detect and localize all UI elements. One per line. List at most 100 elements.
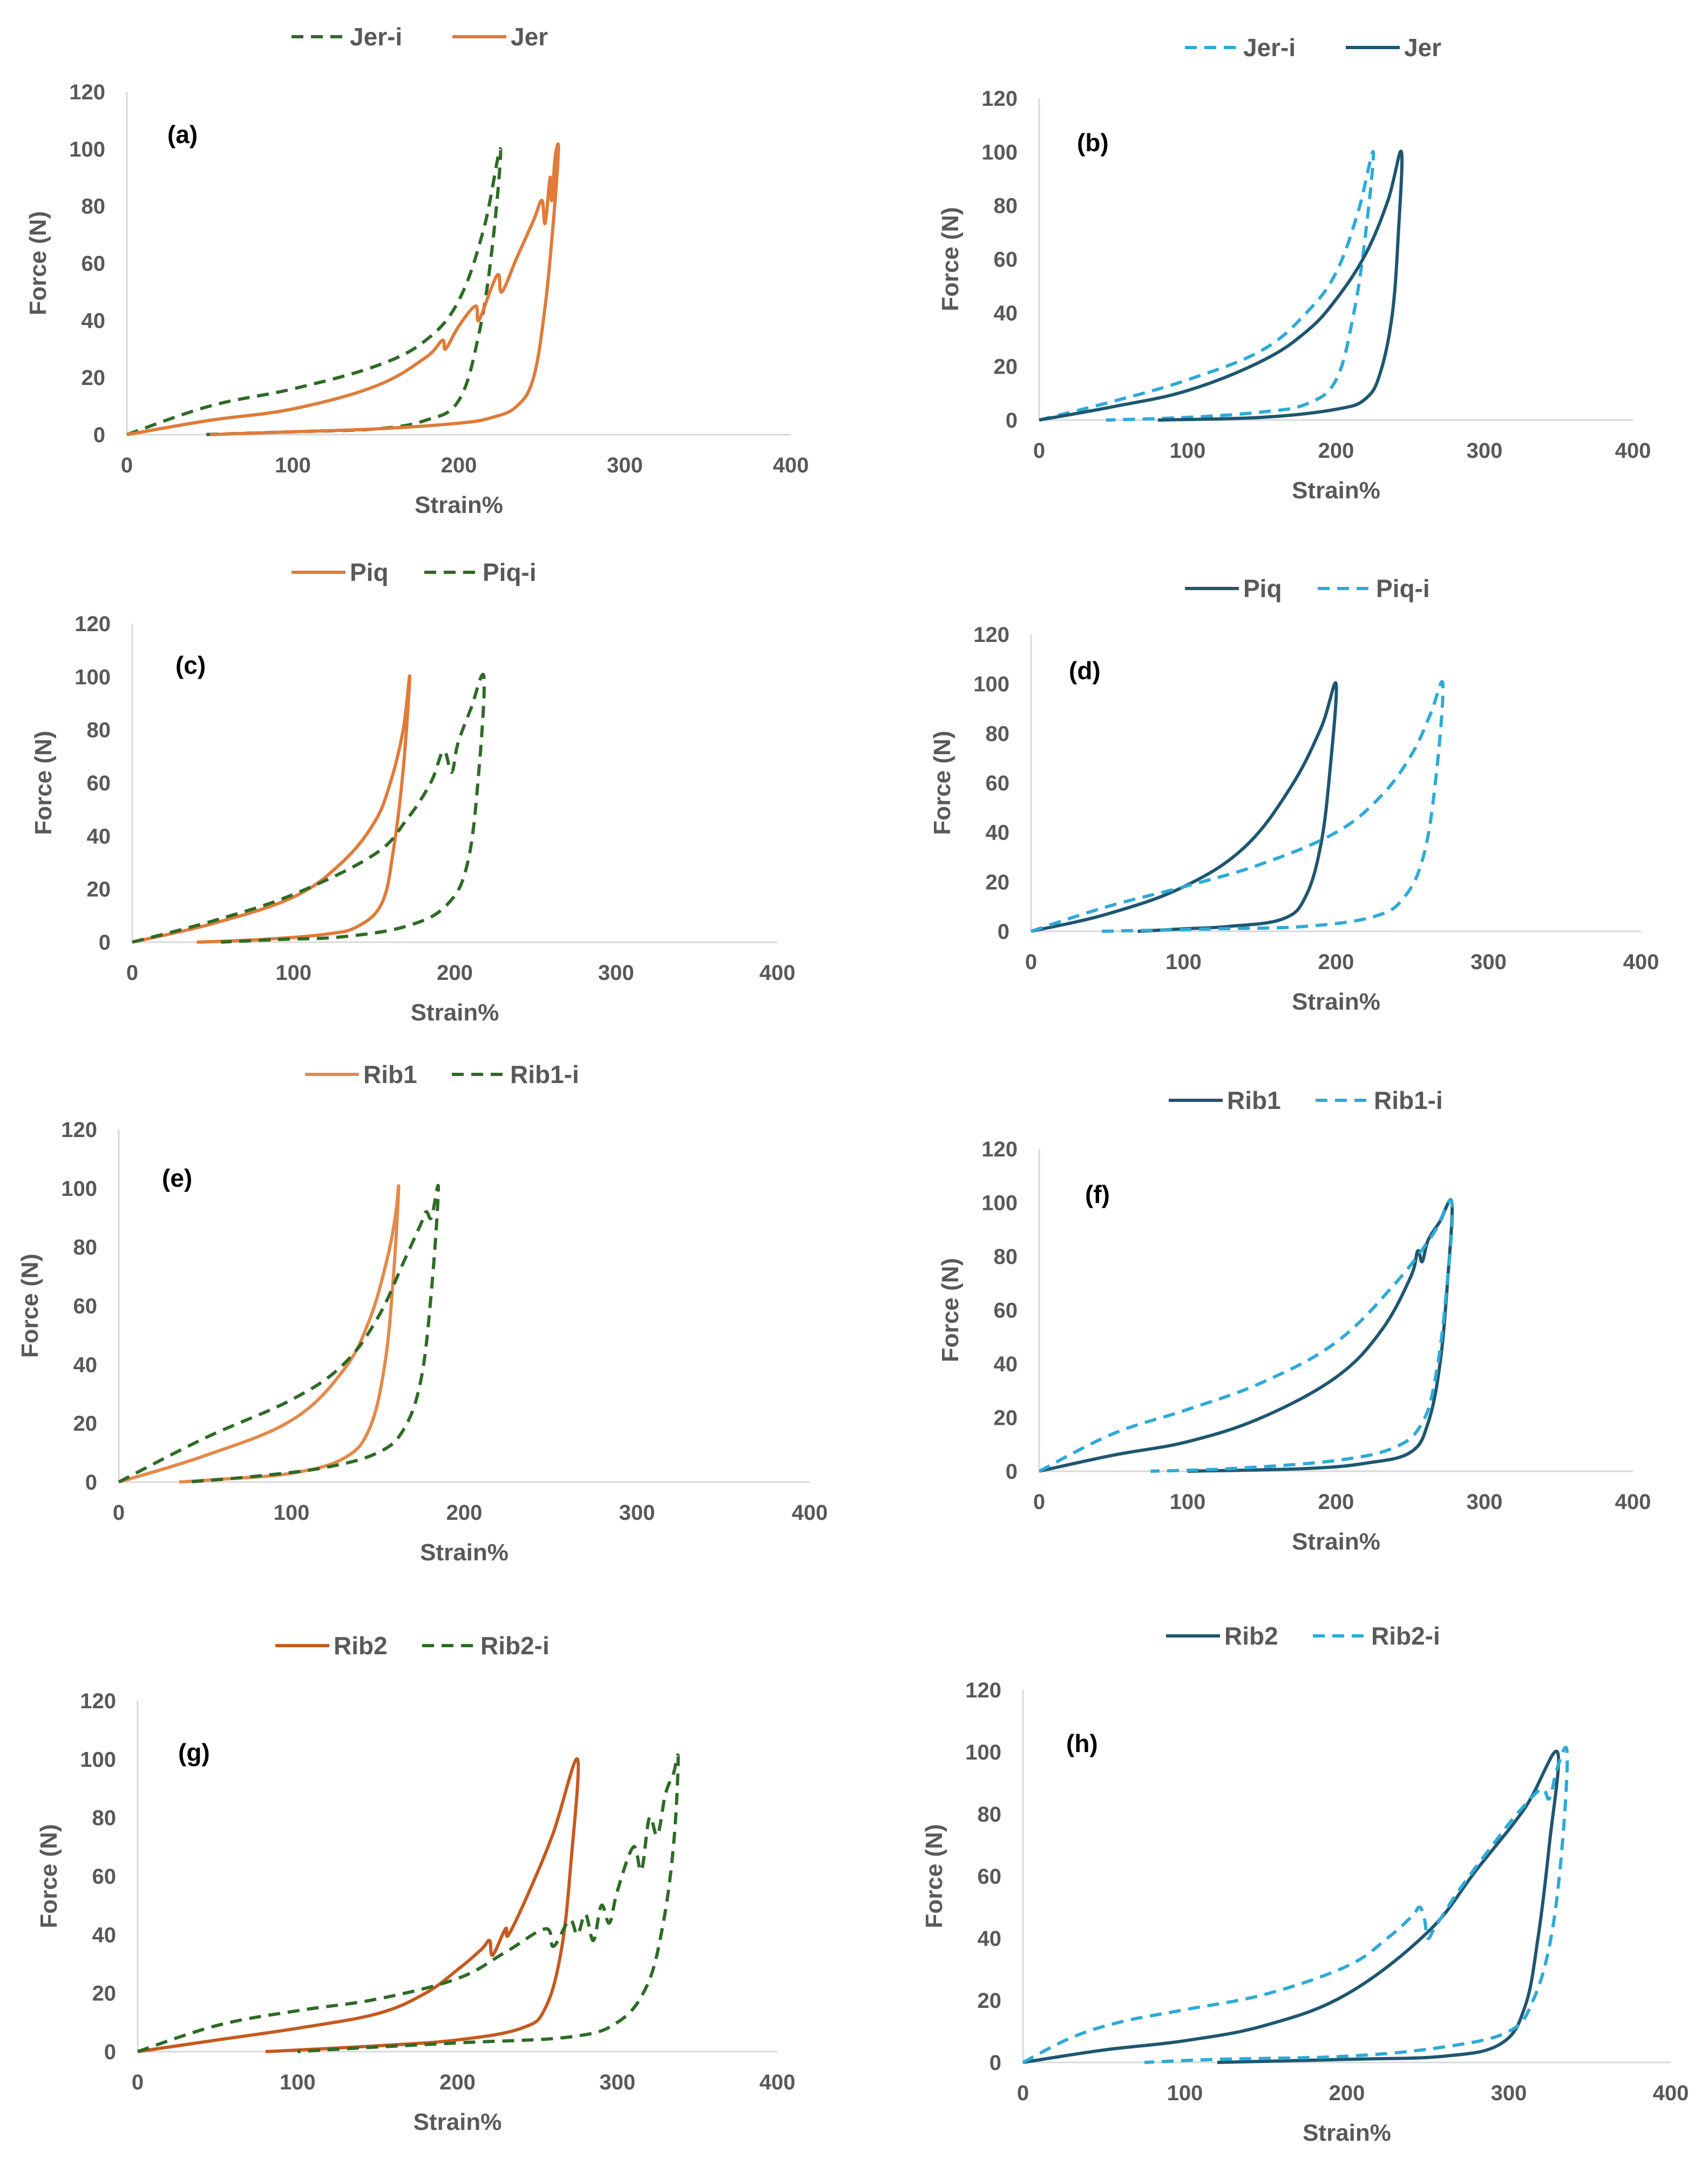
x-tick-label: 200 [1329, 2081, 1365, 2105]
x-tick-label: 400 [1623, 950, 1659, 974]
x-tick-label: 100 [1167, 2081, 1203, 2105]
y-tick-label: 100 [981, 140, 1018, 164]
x-tick-label: 400 [760, 961, 796, 985]
panel-label: (a) [167, 120, 198, 148]
y-tick-label: 100 [69, 138, 105, 161]
y-tick-label: 80 [994, 194, 1018, 218]
series-line [118, 1183, 440, 1484]
legend-label: Rib2-i [480, 1632, 550, 1660]
chart-panel: 0 20 40 60 80 100 120 0 100 200 300 400 Strain% Force… [36, 1632, 795, 2135]
y-tick-label: 20 [82, 366, 106, 390]
legend-label: Rib2 [1224, 1622, 1278, 1650]
x-tick-label: 400 [792, 1501, 828, 1525]
y-axis-label: Force (N) [30, 730, 57, 835]
x-tick-label: 400 [1653, 2081, 1689, 2105]
legend-label: Piq-i [1376, 574, 1430, 603]
x-tick-label: 200 [446, 1501, 483, 1525]
y-axis-label: Force (N) [937, 1258, 964, 1362]
x-tick-label: 300 [1467, 439, 1503, 463]
y-tick-label: 120 [973, 623, 1009, 647]
x-axis-label: Strain% [420, 1539, 509, 1566]
x-tick-label: 100 [274, 1501, 310, 1525]
y-axis-label: Force (N) [929, 730, 955, 835]
series-line [126, 143, 560, 436]
y-tick-label: 80 [986, 722, 1010, 746]
y-tick-label: 80 [87, 719, 111, 742]
legend-label: Jer-i [350, 23, 402, 51]
panel-label: (e) [162, 1164, 192, 1192]
y-tick-label: 100 [80, 1748, 116, 1771]
y-tick-label: 60 [92, 1865, 117, 1889]
y-tick-label: 20 [87, 878, 111, 902]
y-tick-label: 120 [981, 1138, 1018, 1161]
series-line [1039, 150, 1375, 422]
y-tick-label: 120 [965, 1679, 1001, 1702]
y-tick-label: 0 [998, 920, 1009, 944]
panel-label: (h) [1066, 1729, 1098, 1757]
panel-label: (g) [178, 1738, 210, 1767]
y-tick-label: 0 [85, 1471, 97, 1494]
legend-label: Jer [1404, 33, 1441, 62]
y-tick-label: 40 [994, 301, 1018, 325]
y-tick-label: 60 [994, 1299, 1018, 1323]
y-tick-label: 60 [73, 1295, 98, 1318]
y-tick-label: 40 [73, 1353, 98, 1377]
series-line [1022, 1745, 1569, 2064]
panel-label: (c) [175, 651, 206, 679]
x-tick-label: 400 [760, 2071, 796, 2094]
y-tick-label: 20 [978, 1989, 1002, 2013]
series-line [1039, 150, 1404, 422]
x-tick-label: 400 [1615, 439, 1651, 463]
x-axis-label: Strain% [1292, 989, 1380, 1015]
series-line [132, 673, 486, 944]
x-tick-label: 100 [280, 2071, 316, 2094]
legend-label: Rib1-i [510, 1060, 579, 1088]
y-tick-label: 120 [69, 80, 105, 104]
series-line [118, 1184, 401, 1484]
panel-label: (b) [1077, 128, 1109, 157]
chart-panel: 0 20 40 60 80 100 120 0 100 200 300 400 Strain% Force… [30, 558, 795, 1026]
x-tick-label: 300 [1491, 2081, 1527, 2105]
y-tick-label: 0 [93, 423, 105, 447]
y-tick-label: 100 [74, 665, 111, 689]
legend-label: Piq-i [483, 558, 537, 586]
y-tick-label: 80 [978, 1803, 1002, 1826]
y-axis-label: Force (N) [17, 1254, 43, 1358]
x-tick-label: 0 [1025, 950, 1037, 974]
y-tick-label: 0 [989, 2051, 1001, 2075]
series-line [1031, 681, 1338, 933]
y-tick-label: 100 [973, 673, 1009, 696]
y-tick-label: 0 [1006, 409, 1018, 432]
chart-panel: 0 20 40 60 80 100 120 0 100 200 300 400 Strain% Force… [937, 33, 1651, 504]
x-tick-label: 300 [607, 454, 643, 477]
legend-label: Rib1 [1227, 1086, 1281, 1114]
x-tick-label: 200 [439, 2071, 476, 2094]
y-tick-label: 40 [986, 821, 1010, 845]
y-tick-label: 40 [994, 1352, 1018, 1376]
chart-panel: 0 20 40 60 80 100 120 0 100 200 300 400 Strain% Force… [937, 1086, 1651, 1555]
panel-label: (d) [1069, 657, 1101, 685]
x-axis-label: Strain% [415, 492, 503, 518]
y-axis-label: Force (N) [36, 1824, 62, 1928]
series-line [1022, 1749, 1561, 2064]
y-tick-label: 60 [87, 772, 111, 795]
legend-label: Rib1 [363, 1060, 417, 1088]
panel-label: (f) [1085, 1180, 1110, 1208]
x-tick-label: 200 [1318, 1490, 1354, 1514]
x-tick-label: 400 [1615, 1490, 1651, 1514]
y-axis-label: Force (N) [921, 1824, 947, 1928]
x-axis-label: Strain% [1292, 477, 1380, 504]
chart-panel: 0 20 40 60 80 100 120 0 100 200 300 400 Strain% Force… [929, 574, 1659, 1015]
y-tick-label: 120 [80, 1689, 116, 1713]
series-line [137, 1753, 680, 2053]
y-tick-label: 40 [82, 309, 106, 333]
y-tick-label: 0 [104, 2040, 116, 2064]
x-tick-label: 300 [599, 2071, 635, 2094]
y-tick-label: 60 [994, 248, 1018, 272]
series-line [1038, 1198, 1454, 1473]
series-line [1031, 680, 1445, 933]
x-tick-label: 0 [1017, 2081, 1029, 2105]
y-tick-label: 40 [87, 824, 111, 848]
y-tick-label: 20 [986, 870, 1010, 894]
